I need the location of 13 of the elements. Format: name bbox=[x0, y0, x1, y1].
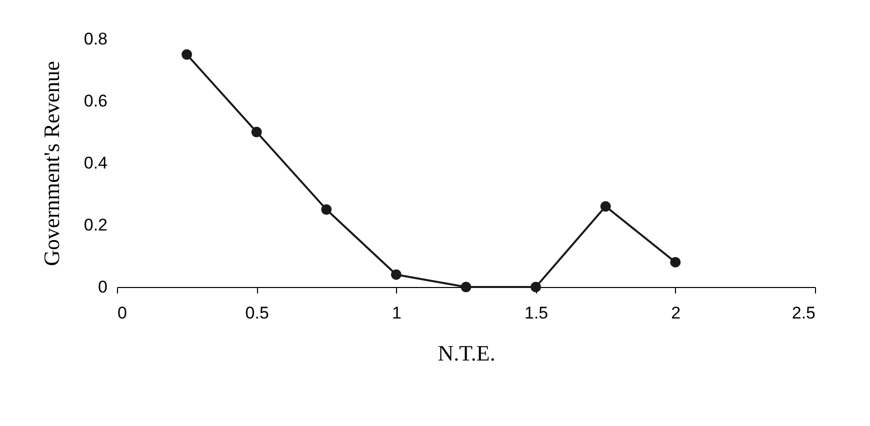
x-tick-label: 1 bbox=[392, 304, 402, 322]
x-tick-label: 2 bbox=[671, 304, 681, 322]
y-tick-label: 0.6 bbox=[84, 92, 108, 110]
y-tick-label: 0.8 bbox=[84, 30, 108, 48]
x-tick-label: 0 bbox=[118, 304, 127, 322]
y-axis-title: Government's Revenue bbox=[38, 61, 64, 266]
x-axis-title: N.T.E. bbox=[438, 340, 496, 366]
y-tick-label: 0.2 bbox=[84, 216, 108, 234]
y-tick-label: 0 bbox=[98, 278, 108, 296]
y-tick-label: 0.4 bbox=[84, 154, 108, 172]
x-tick-label: 1.5 bbox=[524, 304, 548, 322]
x-tick-label: 2.5 bbox=[792, 304, 816, 322]
x-tick-label: 0.5 bbox=[245, 304, 269, 322]
